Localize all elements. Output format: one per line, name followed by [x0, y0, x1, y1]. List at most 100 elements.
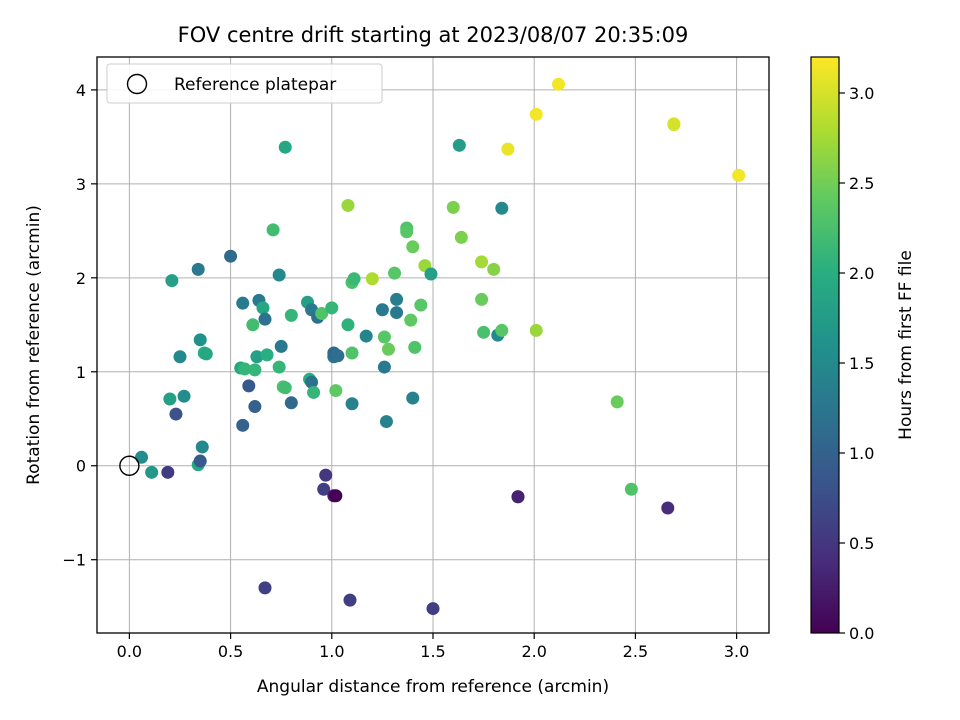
data-point	[454, 230, 468, 244]
data-point	[305, 375, 319, 389]
x-tick-label: 1.0	[319, 642, 344, 661]
reference-marker-group	[119, 455, 140, 476]
colorbar-label: Hours from first FF file	[896, 250, 916, 440]
data-point	[284, 308, 298, 322]
data-point	[315, 307, 329, 321]
data-point	[161, 465, 175, 479]
data-point	[610, 395, 624, 409]
data-point	[529, 323, 543, 337]
data-point	[341, 318, 355, 332]
data-point	[317, 482, 331, 496]
data-point	[319, 468, 333, 482]
data-point	[365, 272, 379, 286]
data-point	[379, 415, 393, 429]
data-point	[177, 389, 191, 403]
data-point	[501, 142, 515, 156]
data-point	[375, 303, 389, 317]
legend-reference-icon	[126, 73, 148, 95]
data-point	[195, 440, 209, 454]
data-point	[495, 323, 509, 337]
data-point	[377, 330, 391, 344]
legend-box	[106, 63, 383, 104]
data-point	[377, 360, 391, 374]
y-tick-label: 0	[76, 457, 86, 476]
y-tick-label: −1	[62, 551, 86, 570]
legend: Reference platepar	[106, 63, 383, 104]
data-point	[246, 318, 260, 332]
colorbar-tick-label: 1.0	[849, 444, 874, 463]
data-point	[165, 274, 179, 288]
y-tick-label: 3	[76, 175, 86, 194]
data-point	[406, 391, 420, 405]
data-point	[667, 118, 681, 132]
x-axis-ticks: 0.0 0.5 1.0 1.5 2.0 2.5 3.0	[117, 633, 749, 661]
data-points	[135, 77, 746, 616]
y-tick-label: 4	[76, 81, 86, 100]
x-tick-label: 0.5	[218, 642, 243, 661]
data-point	[258, 312, 272, 326]
chart-title: FOV centre drift starting at 2023/08/07 …	[178, 23, 689, 47]
data-point	[272, 268, 286, 282]
data-point	[414, 298, 428, 312]
data-point	[495, 201, 509, 215]
data-point	[477, 325, 491, 339]
data-point	[266, 223, 280, 237]
data-point	[307, 385, 321, 399]
data-point	[260, 348, 274, 362]
data-point	[400, 225, 414, 239]
data-point	[199, 347, 213, 361]
data-point	[426, 602, 440, 616]
colorbar-ticks: 0.0 0.5 1.0 1.5 2.0 2.5 3.0	[839, 84, 874, 643]
x-tick-label: 2.5	[623, 642, 648, 661]
data-point	[169, 407, 183, 421]
data-point	[408, 340, 422, 354]
data-point	[272, 360, 286, 374]
colorbar-tick-label: 1.5	[849, 354, 874, 373]
data-point	[406, 240, 420, 254]
colorbar-tick-label: 2.0	[849, 264, 874, 283]
colorbar-tick-label: 3.0	[849, 84, 874, 103]
data-point	[341, 198, 355, 212]
data-point	[135, 450, 149, 464]
data-point	[343, 593, 357, 607]
data-point	[345, 346, 359, 360]
grid-lines	[97, 57, 769, 633]
data-point	[145, 465, 159, 479]
data-point	[624, 482, 638, 496]
data-point	[256, 301, 270, 315]
colorbar-tick-label: 0.5	[849, 534, 874, 553]
data-point	[390, 306, 404, 320]
data-point	[329, 489, 343, 503]
data-point	[390, 292, 404, 306]
data-point	[529, 107, 543, 121]
data-point	[193, 333, 207, 347]
data-point	[284, 396, 298, 410]
data-point	[424, 267, 438, 281]
colorbar-tick-label: 2.5	[849, 174, 874, 193]
data-point	[381, 342, 395, 356]
data-point	[347, 272, 361, 286]
x-tick-label: 2.0	[521, 642, 546, 661]
data-point	[388, 266, 402, 280]
x-tick-label: 3.0	[724, 642, 749, 661]
data-point	[250, 350, 264, 364]
x-axis-label: Angular distance from reference (arcmin)	[257, 677, 609, 697]
data-point	[278, 381, 292, 395]
data-point	[446, 200, 460, 214]
y-tick-label: 2	[76, 269, 86, 288]
y-axis-label: Rotation from reference (arcmin)	[24, 205, 44, 485]
data-point	[452, 138, 466, 152]
data-point	[331, 349, 345, 363]
y-tick-label: 1	[76, 363, 86, 382]
data-point	[511, 490, 525, 504]
data-point	[248, 363, 262, 377]
data-point	[236, 418, 250, 432]
data-point	[274, 339, 288, 353]
data-point	[258, 581, 272, 595]
colorbar	[810, 56, 840, 634]
data-point	[238, 362, 252, 376]
data-point	[236, 296, 250, 310]
y-axis-ticks: −1 0 1 2 3 4	[62, 81, 97, 570]
data-point	[404, 313, 418, 327]
